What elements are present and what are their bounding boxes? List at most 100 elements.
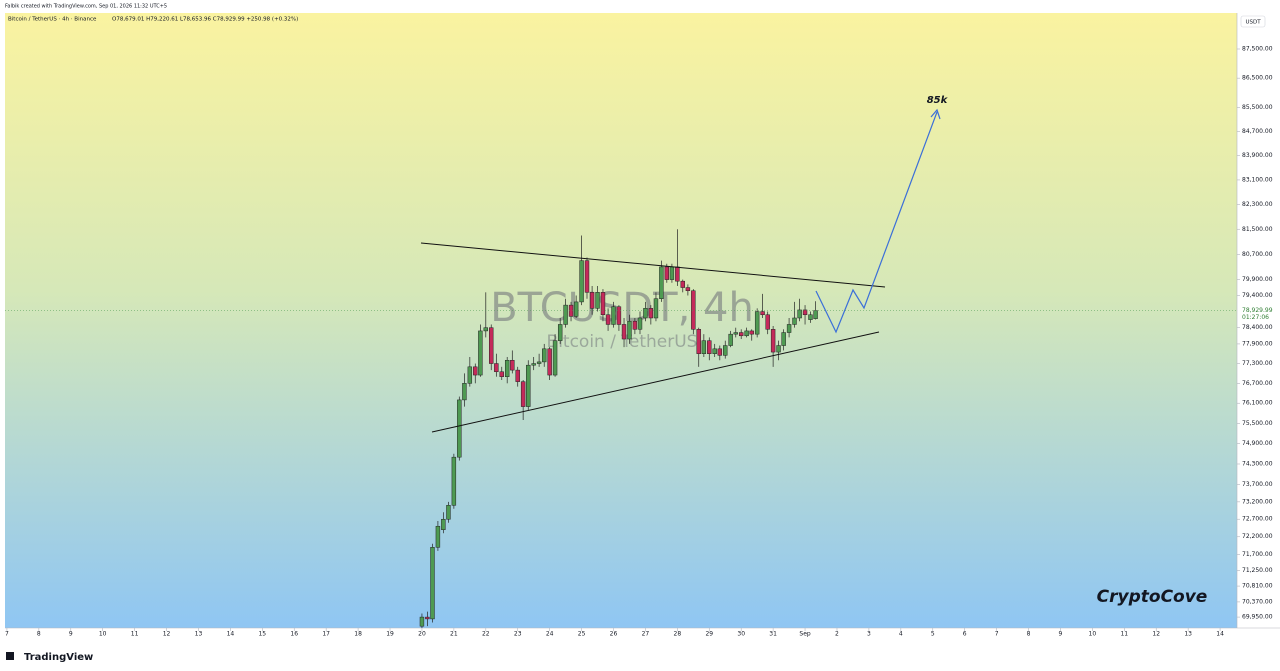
y-tick-label: 76,100.00 — [1242, 400, 1273, 407]
candle-body — [813, 310, 818, 319]
currency: USDT — [1245, 20, 1261, 26]
candle-body — [712, 348, 717, 354]
candle-body — [557, 324, 563, 341]
countdown: 01:27:06 — [1242, 314, 1269, 321]
candle-body — [547, 348, 552, 376]
x-tick-label: 13 — [1184, 631, 1192, 638]
candle-body — [776, 345, 781, 353]
candle-body — [691, 290, 696, 330]
candle-body — [520, 381, 526, 407]
y-tick-label: 86,500.00 — [1242, 75, 1273, 82]
candle-body — [462, 383, 467, 401]
x-tick-label: 3 — [867, 631, 871, 638]
credit: Falbik created with TradingView.com, Sep… — [5, 4, 167, 10]
candle-body — [483, 327, 488, 332]
tradingview-logo: TradingView — [6, 652, 93, 663]
y-tick-label: 72,700.00 — [1242, 516, 1273, 523]
candle-body — [765, 314, 770, 330]
watermark: BTCUSDT, 4h — [490, 285, 754, 331]
x-tick-label: 24 — [546, 631, 554, 638]
y-tick-label: 71,250.00 — [1242, 567, 1273, 574]
x-tick-label: 7 — [995, 631, 999, 638]
candle-body — [701, 340, 707, 354]
x-tick-label: 28 — [674, 631, 682, 638]
candle-body — [499, 371, 504, 377]
candles — [419, 229, 818, 628]
candle-body — [669, 266, 675, 280]
brand: CryptoCove — [1097, 587, 1208, 607]
candle-body — [425, 616, 430, 620]
candle-body — [446, 505, 451, 520]
last-price-box — [1238, 305, 1271, 322]
symbol-line: Bitcoin / TetherUS · 4h · Binance — [8, 17, 97, 23]
x-tick-label: 15 — [258, 631, 266, 638]
y-tick-label: 77,300.00 — [1242, 360, 1273, 367]
candle-body — [802, 309, 808, 316]
candle-body — [531, 363, 536, 366]
x-tick-label: 11 — [131, 631, 139, 638]
candle-body — [478, 330, 483, 376]
watermark-sub: Bitcoin / TetherUS — [547, 332, 698, 352]
candle-body — [563, 304, 568, 325]
y-tick-label: 79,400.00 — [1242, 292, 1273, 299]
y-tick-label: 83,900.00 — [1242, 152, 1273, 159]
candle-body — [744, 330, 749, 337]
candle-body — [754, 311, 760, 335]
candle-body — [733, 332, 738, 335]
candle-body — [728, 333, 733, 346]
candle-body — [510, 360, 515, 371]
x-tick-label: 21 — [450, 631, 458, 638]
candle-body — [786, 324, 792, 333]
candle-body — [770, 329, 776, 353]
x-tick-label: 27 — [642, 631, 650, 638]
candle-body — [605, 314, 611, 325]
support-line — [431, 331, 880, 433]
candle-body — [653, 298, 659, 319]
candle-body — [451, 456, 457, 506]
x-tick-label: 13 — [195, 631, 203, 638]
y-tick-label: 74,300.00 — [1242, 460, 1273, 467]
x-tick-label: 14 — [1216, 631, 1224, 638]
candle-body — [579, 260, 584, 303]
candle-body — [637, 317, 643, 330]
x-tick-label: 31 — [769, 631, 777, 638]
candle-body — [457, 399, 462, 458]
x-tick-label: 8 — [37, 631, 41, 638]
y-tick-label: 76,700.00 — [1242, 380, 1273, 387]
projection-arrowhead — [930, 108, 941, 120]
x-tick-label: 14 — [227, 631, 235, 638]
candle-body — [627, 320, 632, 340]
candle-body — [648, 308, 654, 319]
candle-body — [717, 348, 723, 356]
ohlc-line: O78,679.01 H79,220.61 L78,653.96 C78,929… — [112, 17, 298, 23]
y-tick-label: 77,900.00 — [1242, 340, 1273, 347]
resistance-line — [420, 242, 886, 288]
candle-body — [467, 366, 473, 384]
y-tick-label: 79,900.00 — [1242, 276, 1273, 283]
x-tick-label: 17 — [322, 631, 330, 638]
x-tick-label: 6 — [963, 631, 967, 638]
x-tick-label: 8 — [1027, 631, 1031, 638]
candle-body — [808, 314, 813, 320]
candle-body — [611, 306, 616, 325]
candle-body — [659, 266, 664, 299]
candle-body — [781, 332, 786, 346]
candle-body — [723, 345, 728, 356]
candle-body — [573, 301, 579, 317]
y-tick-label: 73,700.00 — [1242, 481, 1273, 488]
candle-body — [749, 330, 754, 335]
target-label: 85k — [927, 95, 949, 106]
candle-body — [760, 311, 765, 316]
y-tick-label: 69,950.00 — [1242, 614, 1273, 621]
candle-body — [435, 525, 441, 548]
y-tick-label: 82,300.00 — [1242, 201, 1273, 208]
candle-body — [792, 317, 797, 325]
x-tick-label: 30 — [737, 631, 745, 638]
candle-body — [504, 360, 510, 377]
x-tick-label: 25 — [578, 631, 586, 638]
x-tick-label: 12 — [1152, 631, 1160, 638]
x-tick-label: 22 — [482, 631, 490, 638]
candle-body — [664, 266, 670, 280]
candle-body — [621, 324, 627, 340]
